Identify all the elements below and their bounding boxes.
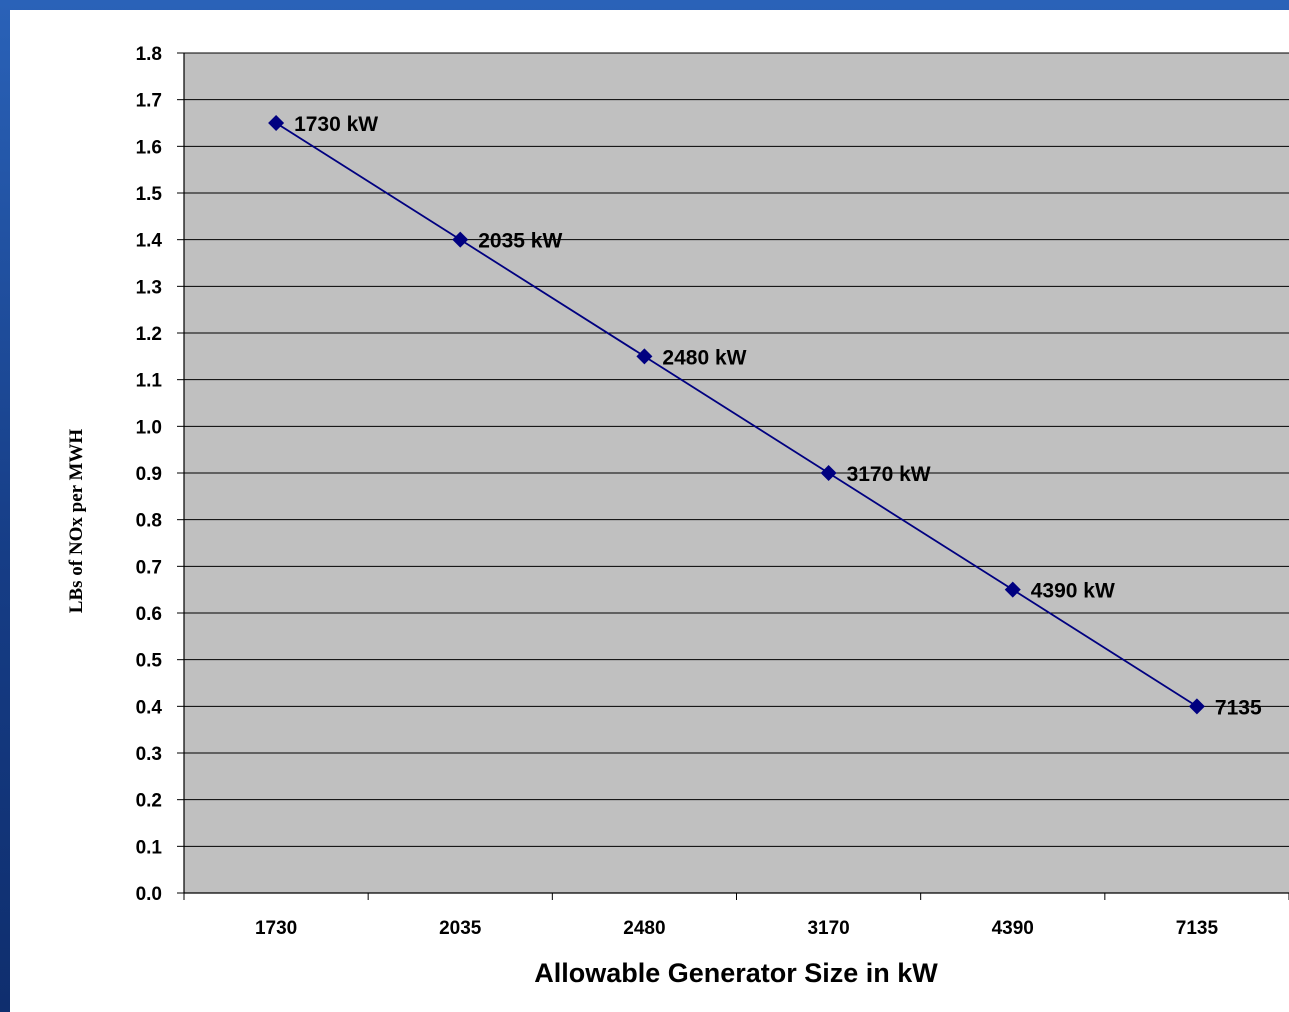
data-label: 2480 kW [662,346,746,369]
data-point-marker [268,115,285,131]
y-tick-label: 1.2 [136,324,162,345]
y-tick-label: 0.2 [136,791,162,812]
y-tick-label: 1.4 [136,231,163,252]
gridlines [184,52,1289,847]
y-tick-label: 1.6 [136,137,162,158]
y-tick-label: 1.5 [136,184,163,205]
y-tick-label: 0.0 [136,884,162,905]
x-tick-label: 2480 [623,918,665,939]
data-label: 1730 kW [294,113,378,136]
x-tick-label: 4390 [992,918,1034,939]
x-tick-label: 2035 [439,918,482,939]
y-tick-label: 1.1 [136,371,163,392]
y-tick-label: 0.9 [136,464,162,485]
y-tick-label: 0.8 [136,511,162,532]
x-tick-label: 3170 [807,918,849,939]
y-tick-label: 1.8 [136,44,162,65]
x-tick-label: 1730 [255,918,297,939]
data-label: 2035 kW [478,230,562,253]
series-line [275,122,1198,708]
data-label: 3170 kW [847,463,931,486]
data-point-marker [1188,698,1205,715]
y-tick-label: 1.3 [136,277,162,298]
data-label: 7135 [1215,696,1262,719]
y-tick-label: 1.0 [136,417,162,438]
y-tick-label: 0.3 [136,744,162,765]
x-axis-title: Allowable Generator Size in kW [534,958,938,988]
data-point-marker [636,348,653,365]
y-tick-label: 0.4 [136,697,163,718]
series-1: 1730 kW 2035 kW 2480 kW 3170 kW 4390 kW 7135 [268,113,1262,719]
x-tick-label: 7135 [1176,918,1219,939]
y-tick-label: 0.6 [136,604,162,625]
data-point-marker [452,231,469,248]
y-tick-label: 0.7 [136,557,162,578]
y-tick-label: 0.1 [136,837,163,858]
data-point-marker [820,465,837,481]
data-label: 4390 kW [1031,580,1115,603]
y-tick-label: 0.5 [136,651,163,672]
y-axis-title: LBs of NOx per MWH [66,429,87,614]
y-tick-label: 1.7 [136,91,162,112]
data-point-marker [1004,581,1021,598]
axes: 0.0 0.1 0.2 0.3 0.4 0.5 0.6 0.7 0.8 0.9 1.0 1.1 1.2 1… [136,44,1289,939]
